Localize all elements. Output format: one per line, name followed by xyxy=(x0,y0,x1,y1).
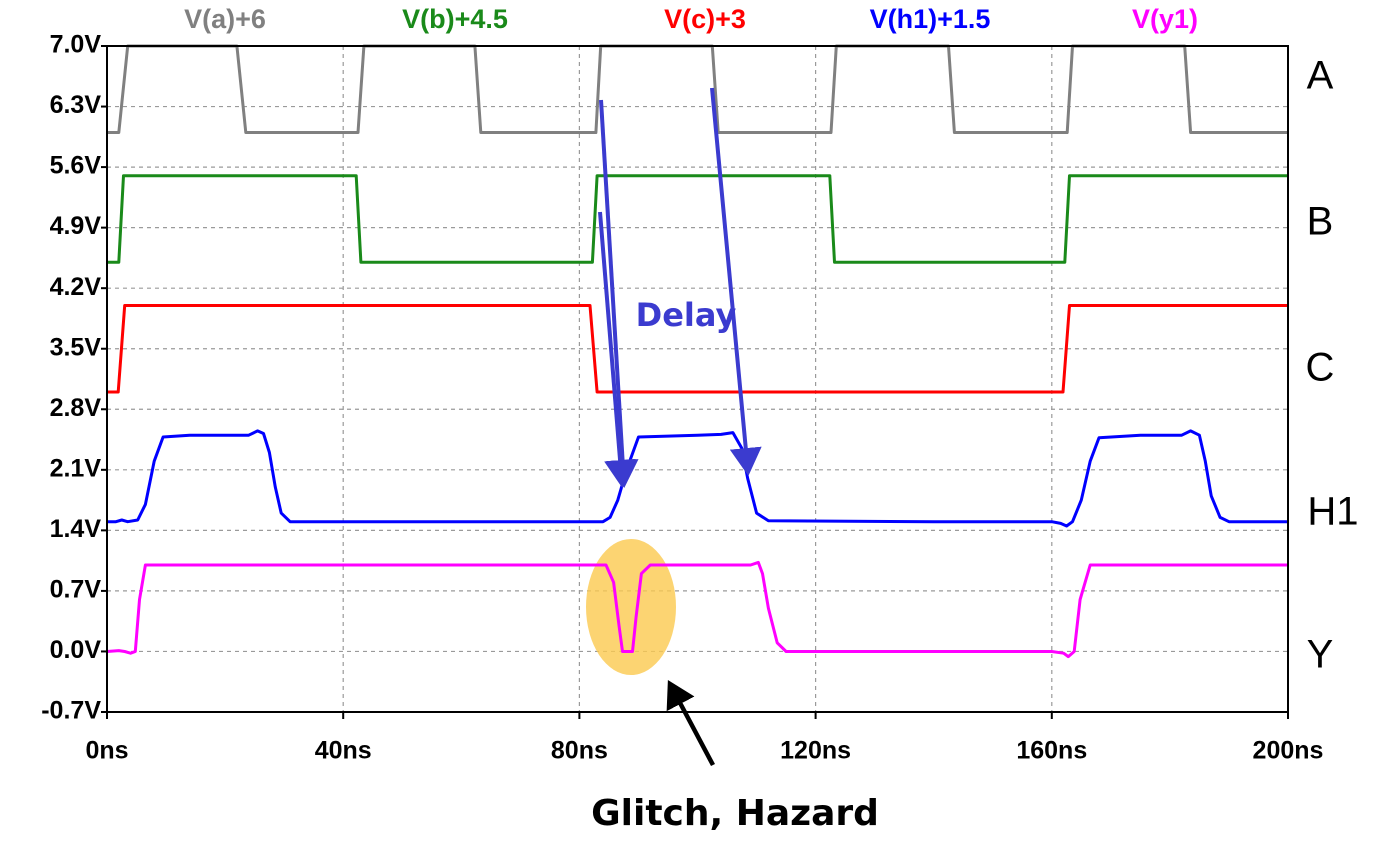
legend-entry: V(y1) xyxy=(1132,4,1198,34)
plot-lines xyxy=(106,44,1288,659)
y-tick-label: 3.5V xyxy=(50,333,102,361)
series-line xyxy=(107,304,1288,394)
y-tick-label: 1.4V xyxy=(50,515,102,543)
series-line xyxy=(107,174,1288,264)
x-tick-label: 80ns xyxy=(551,737,608,765)
legend-entry: V(h1)+1.5 xyxy=(870,4,991,34)
x-tick-label: 120ns xyxy=(780,737,851,765)
y-tick-label: 2.1V xyxy=(50,454,102,482)
trace-label: C xyxy=(1306,346,1335,390)
annotation: Delay xyxy=(636,296,737,334)
y-tick-label: 7.0V xyxy=(50,31,102,59)
arrow xyxy=(666,680,715,767)
y-tick-label: 0.0V xyxy=(50,636,102,664)
series-line xyxy=(106,560,1288,659)
trace-label: H1 xyxy=(1307,490,1358,534)
trace-label: Y xyxy=(1307,633,1334,677)
y-tick-label: 6.3V xyxy=(50,91,102,119)
series-line xyxy=(107,429,1288,528)
annotation: Glitch, Hazard xyxy=(591,793,879,834)
series-line xyxy=(107,44,1288,134)
arrow xyxy=(710,87,762,476)
x-tick-label: 0ns xyxy=(85,737,128,765)
x-tick-label: 160ns xyxy=(1016,737,1087,765)
legend-entry: V(b)+4.5 xyxy=(402,4,508,34)
highlight-ellipse xyxy=(586,539,676,675)
trace-label: A xyxy=(1307,54,1334,98)
plot-border xyxy=(106,45,1289,713)
y-tick-label: -0.7V xyxy=(41,697,101,725)
arrow xyxy=(598,211,637,488)
arrow xyxy=(599,99,639,488)
legend-entry: V(a)+6 xyxy=(184,4,266,34)
y-tick-label: 4.2V xyxy=(50,273,102,301)
trace-label: B xyxy=(1307,200,1334,244)
y-tick-label: 5.6V xyxy=(50,152,102,180)
y-tick-label: 2.8V xyxy=(50,394,102,422)
x-tick-label: 40ns xyxy=(315,737,372,765)
x-tick-label: 200ns xyxy=(1253,737,1324,765)
delay-arrows xyxy=(598,87,762,488)
y-tick-label: 4.9V xyxy=(50,212,102,240)
y-tick-label: 0.7V xyxy=(50,576,102,604)
grid xyxy=(106,45,1289,713)
legend-entry: V(c)+3 xyxy=(664,4,746,34)
